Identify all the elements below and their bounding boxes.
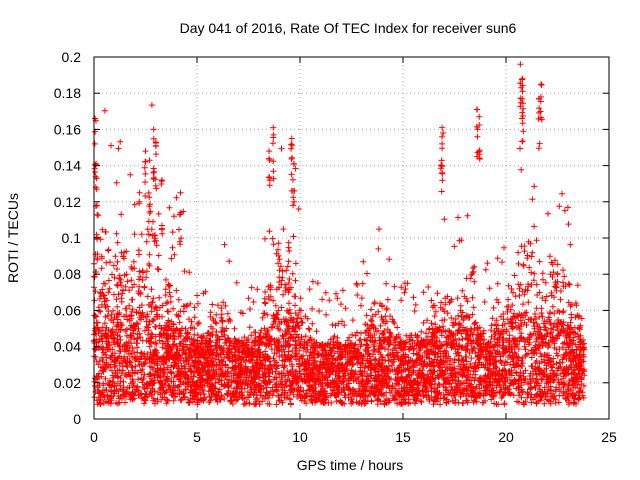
y-tick-label: 0.1 bbox=[62, 230, 82, 246]
y-tick-label: 0.06 bbox=[54, 302, 81, 318]
x-tick-label: 0 bbox=[90, 429, 98, 445]
y-tick-label: 0.2 bbox=[62, 49, 82, 65]
scatter-markers bbox=[91, 61, 588, 408]
y-tick-label: 0.02 bbox=[54, 375, 81, 391]
y-tick-label: 0.08 bbox=[54, 266, 81, 282]
grid-lines bbox=[94, 57, 609, 419]
y-tick-label: 0 bbox=[73, 411, 81, 427]
tick-labels: 0 5 10 15 20 25 0 0.02 0.04 0.06 0.08 0.1 0.12 0.14 0.… bbox=[54, 49, 617, 445]
y-tick-label: 0.04 bbox=[54, 339, 81, 355]
axis-ticks bbox=[93, 56, 610, 420]
y-tick-label: 0.12 bbox=[54, 194, 81, 210]
x-axis-label: GPS time / hours bbox=[297, 457, 404, 473]
x-tick-label: 25 bbox=[601, 429, 617, 445]
data-points bbox=[91, 61, 588, 408]
y-tick-label: 0.18 bbox=[54, 85, 81, 101]
y-tick-label: 0.16 bbox=[54, 121, 81, 137]
x-tick-label: 15 bbox=[395, 429, 411, 445]
y-tick-label: 0.14 bbox=[54, 158, 81, 174]
y-axis-label: ROTI / TECUs bbox=[5, 193, 21, 283]
x-tick-label: 20 bbox=[498, 429, 514, 445]
chart-title: Day 041 of 2016, Rate Of TEC Index for r… bbox=[180, 20, 517, 36]
x-tick-label: 5 bbox=[193, 429, 201, 445]
x-tick-label: 10 bbox=[292, 429, 308, 445]
